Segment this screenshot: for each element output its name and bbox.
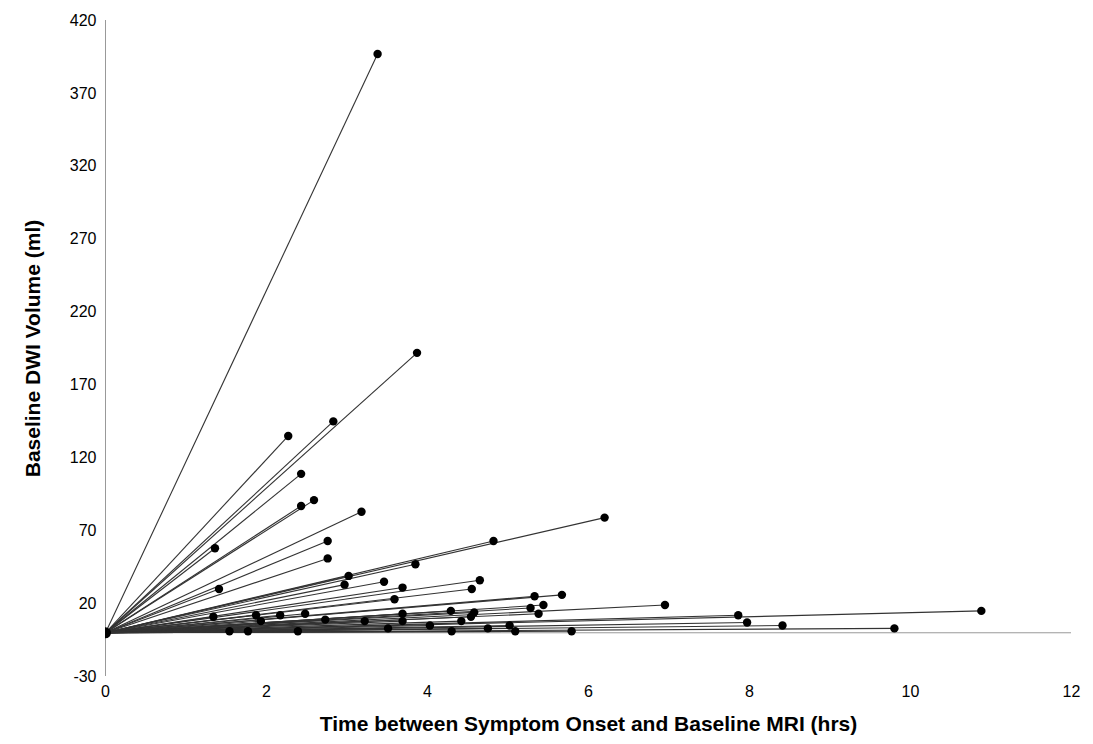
svg-text:320: 320 [70, 157, 97, 174]
svg-text:2: 2 [262, 683, 271, 700]
svg-text:70: 70 [79, 522, 97, 539]
svg-text:220: 220 [70, 303, 97, 320]
svg-text:Time between Symptom Onset and: Time between Symptom Onset and Baseline … [320, 712, 858, 735]
svg-text:6: 6 [584, 683, 593, 700]
svg-text:370: 370 [70, 85, 97, 102]
svg-text:170: 170 [70, 376, 97, 393]
svg-text:8: 8 [745, 683, 754, 700]
svg-text:0: 0 [101, 683, 110, 700]
svg-text:-30: -30 [73, 668, 96, 685]
svg-text:12: 12 [1063, 683, 1081, 700]
svg-text:270: 270 [70, 230, 97, 247]
svg-text:Baseline DWI Volume (ml): Baseline DWI Volume (ml) [21, 220, 44, 478]
svg-text:4: 4 [423, 683, 432, 700]
svg-text:10: 10 [902, 683, 920, 700]
svg-text:120: 120 [70, 449, 97, 466]
svg-text:20: 20 [79, 595, 97, 612]
svg-text:420: 420 [70, 12, 97, 29]
